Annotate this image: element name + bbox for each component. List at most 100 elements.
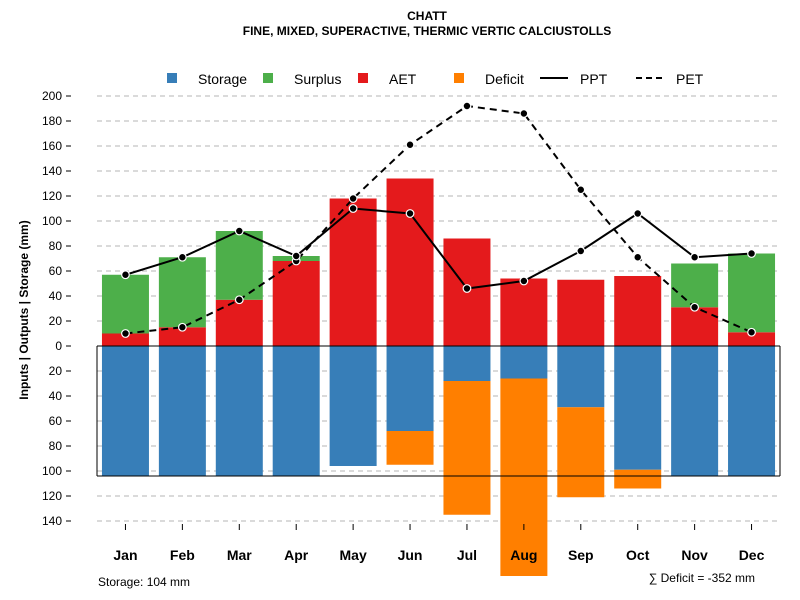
y-tick-label: 100 <box>42 464 62 478</box>
deficit-bar <box>443 381 491 515</box>
pet-point <box>405 140 415 150</box>
y-tick-label: 40 <box>49 389 63 403</box>
aet-bar <box>386 178 434 346</box>
legend-label-pet: PET <box>676 71 704 87</box>
pet-point <box>462 101 472 111</box>
storage-bar <box>158 346 206 476</box>
grid-lines <box>97 95 780 522</box>
y-tick-label: 120 <box>42 189 62 203</box>
deficit-note: ∑ Deficit = -352 mm <box>649 571 755 585</box>
surplus-bar <box>728 253 776 333</box>
y-tick-label: 160 <box>42 139 62 153</box>
legend-label-aet: AET <box>389 71 417 87</box>
deficit-bar <box>500 378 548 576</box>
y-tick-label: 20 <box>49 314 63 328</box>
x-tick-label: Mar <box>227 547 252 563</box>
legend-label-storage: Storage <box>198 71 247 87</box>
aet-bar <box>215 299 263 346</box>
aet-bar <box>728 332 776 346</box>
storage-bar <box>728 346 776 476</box>
pet-line <box>125 104 752 335</box>
storage-bar <box>557 346 605 408</box>
y-tick-label: 200 <box>42 89 62 103</box>
legend-swatch-surplus <box>263 73 273 83</box>
aet-bar <box>101 333 149 346</box>
pet-point <box>633 252 643 262</box>
aet-bar <box>671 307 719 346</box>
x-tick-label: Jul <box>457 547 477 563</box>
legend: Storage Surplus AET Deficit PPT PET <box>167 71 704 87</box>
y-tick-label: 120 <box>42 489 62 503</box>
y-axis-ticks: 2001801601401201008060402002040608010012… <box>42 89 71 528</box>
pet-point <box>690 302 700 312</box>
surplus-bar <box>215 231 263 300</box>
aet-bar <box>614 276 662 346</box>
y-tick-label: 140 <box>42 514 62 528</box>
storage-bar <box>671 346 719 476</box>
deficit-bar <box>614 469 662 489</box>
ppt-point <box>747 249 756 258</box>
y-tick-label: 0 <box>55 339 62 353</box>
chart-title: CHATT <box>407 9 447 23</box>
pet-point <box>747 327 756 337</box>
aet-bar <box>158 327 206 346</box>
ppt-point <box>177 252 187 262</box>
deficit-bar <box>557 407 605 498</box>
legend-label-ppt: PPT <box>580 71 608 87</box>
y-tick-label: 20 <box>49 364 63 378</box>
surplus-bar <box>671 263 719 308</box>
aet-bar <box>500 278 548 346</box>
x-tick-label: Jun <box>398 547 423 563</box>
x-tick-label: May <box>340 547 367 563</box>
ppt-point <box>633 209 643 218</box>
y-tick-label: 180 <box>42 114 62 128</box>
ppt-point <box>405 209 415 218</box>
series-lines <box>121 101 756 338</box>
ppt-point <box>291 251 301 261</box>
legend-label-surplus: Surplus <box>294 71 341 87</box>
pet-point <box>576 185 586 195</box>
pet-point <box>234 295 244 305</box>
x-tick-label: Oct <box>626 547 650 563</box>
pet-point <box>121 329 130 338</box>
surplus-bar <box>158 257 206 328</box>
ppt-point <box>348 204 358 213</box>
x-tick-label: Jan <box>113 547 137 563</box>
chart-subtitle: FINE, MIXED, SUPERACTIVE, THERMIC VERTIC… <box>243 24 611 38</box>
storage-bar <box>500 346 548 379</box>
y-axis-label: Inputs | Outputs | Storage (mm) <box>17 220 31 399</box>
x-tick-label: Nov <box>681 547 708 563</box>
y-tick-label: 80 <box>49 439 63 453</box>
ppt-point <box>462 284 472 293</box>
aet-bar <box>557 279 605 346</box>
y-tick-label: 60 <box>49 414 63 428</box>
storage-bar <box>215 346 263 476</box>
storage-bar <box>386 346 434 431</box>
y-tick-label: 80 <box>49 239 63 253</box>
aet-bar <box>329 198 377 346</box>
storage-bar <box>101 346 149 476</box>
aet-bar <box>272 261 320 346</box>
legend-swatch-deficit <box>454 73 464 83</box>
legend-swatch-storage <box>167 73 177 83</box>
x-tick-label: Apr <box>284 547 309 563</box>
ppt-point <box>234 226 244 236</box>
storage-note: Storage: 104 mm <box>98 575 190 589</box>
ppt-point <box>576 246 586 256</box>
x-tick-label: Aug <box>510 547 537 563</box>
storage-bar <box>329 346 377 466</box>
surplus-bar <box>101 274 149 334</box>
storage-bar <box>443 346 491 381</box>
storage-bar <box>272 346 320 476</box>
storage-bar <box>614 346 662 470</box>
x-tick-label: Dec <box>739 547 765 563</box>
y-tick-label: 140 <box>42 164 62 178</box>
bars <box>101 178 776 576</box>
y-tick-label: 60 <box>49 264 63 278</box>
y-tick-label: 40 <box>49 289 63 303</box>
x-tick-label: Feb <box>170 547 195 563</box>
legend-label-deficit: Deficit <box>485 71 524 87</box>
ppt-point <box>121 270 130 280</box>
ppt-line <box>125 207 752 290</box>
